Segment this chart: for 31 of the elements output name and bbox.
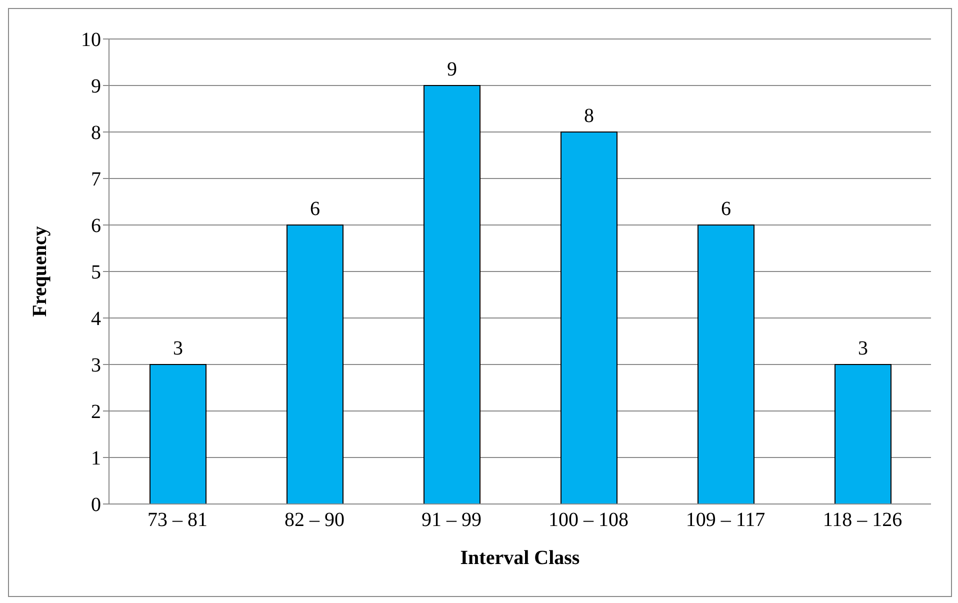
y-tick-label: 2 <box>91 401 101 424</box>
y-tick-label: 10 <box>81 29 101 52</box>
y-tick-label: 8 <box>91 122 101 144</box>
y-tick-label: 0 <box>91 494 101 516</box>
x-tick-label: 73 – 81 <box>148 509 208 532</box>
x-tick-label: 91 – 99 <box>422 509 482 532</box>
x-tick-label: 100 – 108 <box>548 509 628 532</box>
x-tick-label: 109 – 117 <box>686 509 766 532</box>
y-tick-label: 5 <box>91 262 101 284</box>
bar <box>286 224 344 504</box>
y-tick-label: 9 <box>91 76 101 98</box>
data-label: 6 <box>310 198 320 220</box>
y-tick-label: 3 <box>91 354 101 377</box>
x-axis-title: Interval Class <box>460 547 580 569</box>
data-label: 3 <box>173 338 183 360</box>
data-label: 6 <box>721 198 731 220</box>
y-tick-label: 4 <box>91 308 101 330</box>
data-label: 9 <box>447 58 457 80</box>
bar <box>560 132 618 504</box>
bar <box>150 364 206 504</box>
x-tick-label: 118 – 126 <box>822 509 902 532</box>
data-label: 3 <box>858 338 868 360</box>
x-tick-label: 82 – 90 <box>284 509 344 532</box>
bar <box>834 364 892 504</box>
y-tick-label: 6 <box>91 215 101 238</box>
bar <box>424 85 480 504</box>
y-tick-label: 1 <box>91 448 101 470</box>
bar <box>698 224 754 504</box>
data-label: 8 <box>584 105 594 127</box>
y-tick-label: 7 <box>91 168 101 191</box>
y-axis-title: Frequency <box>29 226 52 317</box>
